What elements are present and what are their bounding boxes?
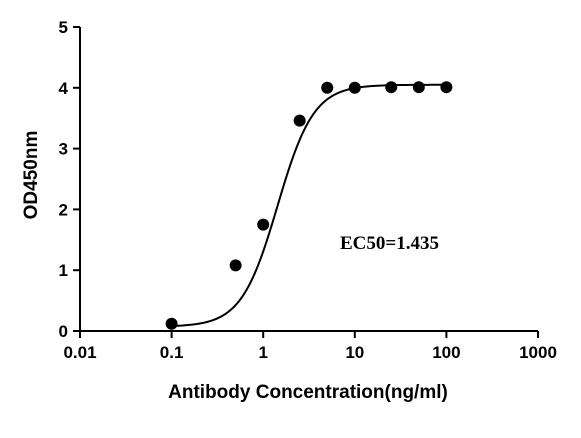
data-point [412, 81, 425, 94]
x-tick-label: 10 [345, 343, 364, 362]
y-tick-label: 5 [59, 18, 68, 37]
x-tick-label: 0.01 [63, 343, 96, 362]
x-axis-title: Antibody Concentration(ng/ml) [168, 382, 448, 403]
y-tick-label: 0 [59, 322, 68, 341]
data-points [165, 81, 453, 330]
data-point [440, 81, 453, 94]
x-tick-label: 1 [258, 343, 267, 362]
y-tick-label: 1 [59, 261, 68, 280]
y-ticks: 0 1 2 3 4 5 [59, 18, 80, 341]
x-tick-label: 100 [432, 343, 460, 362]
data-point [348, 81, 361, 94]
data-point [257, 218, 270, 231]
x-tick-label: 1000 [519, 343, 557, 362]
y-tick-label: 3 [59, 140, 68, 159]
data-point [385, 81, 398, 94]
x-tick-label: 0.1 [160, 343, 184, 362]
data-point [165, 317, 178, 330]
axes [79, 27, 538, 332]
y-axis-title: OD450nm [21, 131, 42, 220]
fit-curve [171, 83, 447, 328]
x-ticks: 0.01 0.1 1 10 100 1000 [63, 331, 557, 362]
data-point [321, 81, 334, 94]
ec50-annotation: EC50=1.435 [340, 233, 439, 254]
data-point [229, 259, 242, 272]
data-point [293, 114, 306, 127]
y-tick-label: 4 [59, 79, 69, 98]
y-tick-label: 2 [59, 200, 68, 219]
